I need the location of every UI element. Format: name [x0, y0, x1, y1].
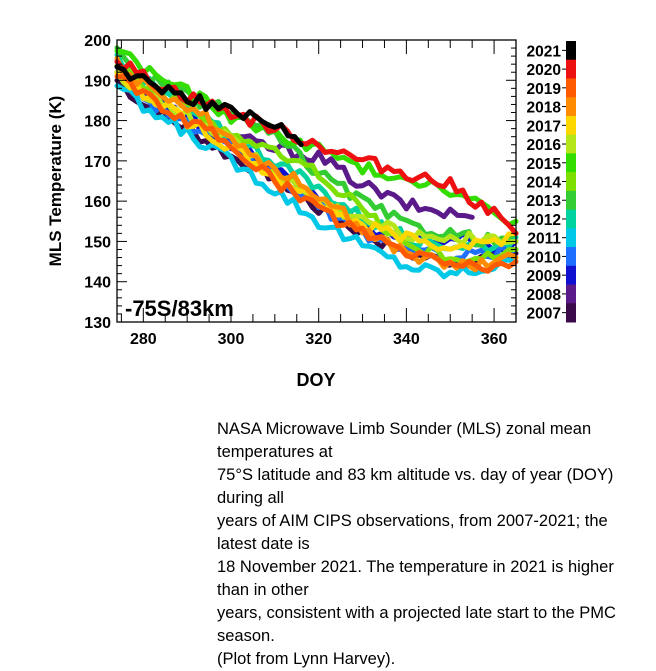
colorbar-swatch	[566, 303, 576, 323]
temperature-chart: 280 300 320 340 360 130 140 150 160 170 180 190 200…	[46, 33, 576, 390]
colorbar-swatch	[566, 115, 576, 136]
x-tick-label: 320	[305, 331, 332, 348]
y-tick-label: 140	[84, 275, 111, 292]
colorbar-swatch	[566, 190, 576, 211]
colorbar-label: 2013	[527, 193, 562, 210]
caption-line: years, consistent with a projected late …	[217, 604, 616, 645]
y-tick-label: 200	[84, 33, 111, 50]
colorbar-label: 2014	[527, 175, 562, 192]
colorbar-label: 2021	[527, 43, 562, 60]
colorbar-label: 2019	[527, 81, 562, 98]
y-tick-label: 150	[84, 234, 111, 251]
colorbar-swatch	[566, 209, 576, 229]
y-tick-label: 180	[84, 114, 111, 131]
y-tick-label: 190	[84, 73, 111, 90]
caption-line: (Plot from Lynn Harvey).	[217, 650, 396, 668]
series-line-2014	[114, 63, 519, 265]
y-axis-label: MLS Temperature (K)	[46, 96, 65, 267]
colorbar-swatch	[566, 41, 576, 61]
colorbar-label: 2011	[527, 231, 561, 248]
x-axis-label: DOY	[296, 370, 335, 390]
colorbar-swatch	[566, 78, 576, 98]
caption-line: 18 November 2021. The temperature in 202…	[217, 558, 614, 599]
y-axis: 130 140 150 160 170 180 190 200	[84, 33, 516, 332]
colorbar-swatch	[566, 284, 576, 304]
chart-annotation: -75S/83km	[125, 296, 234, 321]
colorbar-swatch	[566, 265, 576, 286]
colorbar-label: 2010	[527, 249, 561, 266]
colorbar-swatch	[566, 172, 576, 192]
colorbar-label: 2015	[527, 156, 562, 173]
plot-frame	[116, 39, 517, 323]
colorbar-swatch	[566, 97, 576, 117]
y-tick-label: 170	[84, 154, 111, 171]
colorbar-swatch	[566, 59, 576, 79]
y-tick-label: 130	[84, 315, 111, 332]
y-tick-label: 160	[84, 194, 111, 211]
colorbar-label: 2018	[527, 100, 562, 117]
colorbar-swatch	[566, 228, 576, 248]
x-axis: 280 300 320 340 360	[120, 40, 517, 348]
colorbar-swatch	[566, 134, 576, 154]
x-tick-label: 280	[130, 331, 157, 348]
caption-line: 75°S latitude and 83 km altitude vs. day…	[217, 466, 614, 507]
x-tick-label: 300	[218, 331, 245, 348]
series-line-2011	[114, 83, 519, 280]
colorbar-swatch	[566, 247, 576, 267]
colorbar-swatch	[566, 153, 576, 173]
caption-line: NASA Microwave Limb Sounder (MLS) zonal …	[217, 420, 592, 461]
year-colorbar: 2021202020192018201720162015201420132012…	[527, 41, 576, 323]
colorbar-label: 2020	[527, 62, 561, 79]
x-tick-label: 360	[481, 331, 508, 348]
series-line-2019	[114, 74, 519, 274]
colorbar-label: 2007	[527, 306, 561, 323]
colorbar-label: 2009	[527, 268, 562, 285]
colorbar-label: 2016	[527, 137, 562, 154]
caption-line: years of AIM CIPS observations, from 200…	[217, 512, 608, 553]
series-layer	[114, 45, 519, 280]
x-tick-label: 340	[393, 331, 420, 348]
colorbar-label: 2008	[527, 287, 562, 304]
colorbar-label: 2012	[527, 212, 561, 229]
series-line-2021	[114, 64, 304, 148]
figure-caption: NASA Microwave Limb Sounder (MLS) zonal …	[217, 418, 647, 671]
colorbar-label: 2017	[527, 118, 561, 135]
